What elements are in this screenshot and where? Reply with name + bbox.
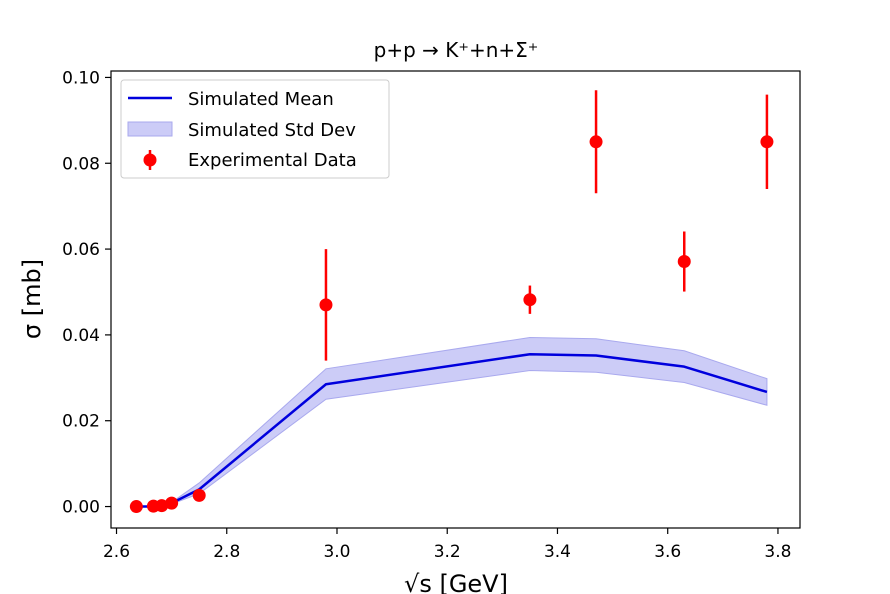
x-axis: 2.6 2.8 3.0 3.2 3.4 3.6 3.8 <box>103 528 791 562</box>
x-tick-label: 3.2 <box>434 542 461 562</box>
x-tick-label: 2.8 <box>213 542 240 562</box>
x-tick-label: 3.0 <box>323 542 350 562</box>
data-point <box>677 255 691 269</box>
legend-band-swatch <box>127 121 173 137</box>
data-point <box>192 488 206 502</box>
data-point <box>523 293 537 307</box>
data-points-layer <box>129 90 774 514</box>
chart-title: p+p → K⁺+n+Σ⁺ <box>374 38 539 62</box>
y-tick-label: 0.04 <box>62 326 100 346</box>
data-point <box>165 496 179 510</box>
plot-frame <box>110 70 801 529</box>
data-point <box>155 499 169 513</box>
x-tick-label: 3.8 <box>764 542 791 562</box>
data-point <box>760 135 774 149</box>
y-tick-label: 0.02 <box>62 412 100 432</box>
x-tick-label: 2.6 <box>103 542 130 562</box>
y-axis: 0.00 0.02 0.04 0.06 0.08 0.10 <box>62 68 111 518</box>
y-axis-label: σ [mb] <box>18 259 46 339</box>
x-tick-label: 3.6 <box>654 542 681 562</box>
std-dev-band-layer <box>136 336 768 508</box>
y-tick-label: 0.10 <box>62 68 100 88</box>
x-tick-label: 3.4 <box>544 542 571 562</box>
plot-area <box>129 90 774 514</box>
y-tick-label: 0.00 <box>62 498 100 518</box>
legend-data-label: Experimental Data <box>188 150 357 171</box>
y-tick-label: 0.06 <box>62 240 100 260</box>
legend-mean-label: Simulated Mean <box>188 89 334 110</box>
legend-data-marker <box>143 153 157 167</box>
y-tick-label: 0.08 <box>62 154 100 174</box>
legend-band-label: Simulated Std Dev <box>188 120 356 141</box>
legend: Simulated Mean Simulated Std Dev Experim… <box>120 79 390 179</box>
x-axis-label: √s [GeV] <box>404 570 508 594</box>
data-point <box>129 500 143 514</box>
legend-box <box>120 79 390 179</box>
data-point <box>319 298 333 312</box>
std-dev-band <box>136 336 768 508</box>
data-point <box>589 135 603 149</box>
